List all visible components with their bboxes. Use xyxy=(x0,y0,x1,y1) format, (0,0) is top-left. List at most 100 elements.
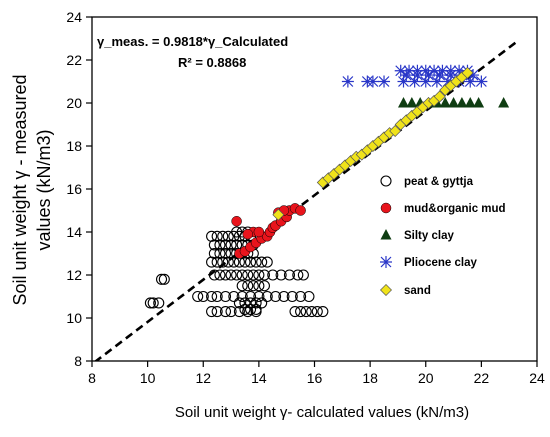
data-point xyxy=(236,290,248,303)
legend-label: Silty clay xyxy=(404,230,454,242)
data-point xyxy=(239,303,251,315)
data-point xyxy=(206,305,218,318)
data-point xyxy=(236,269,248,281)
data-point xyxy=(378,75,391,88)
data-point xyxy=(300,305,312,318)
data-point xyxy=(419,64,432,77)
data-point xyxy=(394,64,407,77)
x-tick-label: 8 xyxy=(88,370,96,386)
data-point xyxy=(197,290,209,303)
data-point xyxy=(453,64,466,77)
series-3 xyxy=(341,64,488,88)
y-tick-label: 14 xyxy=(66,224,82,240)
data-point xyxy=(244,297,257,309)
data-point xyxy=(247,280,259,292)
y-axis-title-line1: Soil unit weight γ - measured xyxy=(10,74,30,305)
data-point xyxy=(253,280,265,292)
data-point xyxy=(214,269,226,281)
data-point xyxy=(211,305,223,318)
data-point xyxy=(219,305,232,318)
legend-label: sand xyxy=(404,285,431,297)
y-tick-label: 22 xyxy=(66,52,82,68)
series-1 xyxy=(231,203,306,259)
y-tick-label: 16 xyxy=(66,181,82,197)
data-point xyxy=(231,216,242,227)
y-tick-label: 8 xyxy=(74,353,82,369)
legend-label: Pliocene clay xyxy=(404,257,477,269)
data-point xyxy=(244,303,257,315)
y-tick-label: 20 xyxy=(66,95,82,111)
data-point xyxy=(444,64,457,77)
data-point xyxy=(247,269,259,281)
data-point xyxy=(467,69,480,82)
data-point xyxy=(275,269,287,281)
data-point xyxy=(283,269,296,281)
data-point xyxy=(303,290,315,303)
data-point xyxy=(155,273,168,285)
data-point xyxy=(219,247,232,260)
data-point xyxy=(267,269,279,281)
legend-marker xyxy=(380,229,392,240)
data-point xyxy=(239,297,251,309)
data-point xyxy=(206,230,218,242)
data-point xyxy=(448,97,460,108)
legend-marker xyxy=(380,256,392,268)
data-point xyxy=(253,290,265,303)
data-point xyxy=(206,290,218,303)
data-point xyxy=(366,75,379,88)
x-tick-label: 24 xyxy=(529,370,545,386)
data-point xyxy=(272,208,285,221)
data-point xyxy=(389,124,402,137)
y-tick-label: 24 xyxy=(66,9,82,25)
data-point xyxy=(231,269,243,281)
legend-marker xyxy=(380,202,392,214)
data-point xyxy=(411,64,424,77)
data-point xyxy=(461,66,474,79)
data-point xyxy=(398,97,409,108)
legend-marker xyxy=(380,175,392,187)
data-point xyxy=(278,290,290,303)
data-point xyxy=(242,228,253,240)
data-point xyxy=(147,297,159,309)
equation-text: γ_meas. = 0.9818*γ_Calculated xyxy=(97,34,288,49)
data-point xyxy=(253,226,265,238)
data-point xyxy=(295,205,306,216)
data-point xyxy=(430,75,443,88)
y-axis-title-line2: values (kN/m3) xyxy=(34,129,54,250)
data-point xyxy=(270,290,282,303)
data-point xyxy=(464,75,477,88)
regression-line xyxy=(93,40,519,361)
data-point xyxy=(475,75,488,88)
x-tick-label: 20 xyxy=(418,370,434,386)
data-point xyxy=(419,75,432,88)
data-point xyxy=(436,64,449,77)
data-point xyxy=(258,269,270,281)
data-point xyxy=(244,290,257,303)
data-point xyxy=(261,256,273,268)
data-point xyxy=(208,247,220,260)
data-point xyxy=(256,297,268,309)
data-point xyxy=(311,305,323,318)
data-point xyxy=(250,303,262,315)
data-point xyxy=(153,297,165,309)
data-point xyxy=(464,97,476,108)
x-tick-label: 18 xyxy=(362,370,378,386)
x-tick-label: 12 xyxy=(195,370,211,386)
x-tick-label: 10 xyxy=(140,370,156,386)
data-point xyxy=(225,305,237,318)
data-point xyxy=(219,269,232,281)
data-point xyxy=(217,230,229,242)
data-point xyxy=(406,97,418,108)
legend-marker xyxy=(380,284,392,296)
legend: peat & gyttja mud&organic mud Silty clay Pl… xyxy=(380,175,506,297)
legend-label: peat & gyttja xyxy=(404,176,474,188)
data-point xyxy=(295,290,307,303)
data-point xyxy=(400,69,413,82)
data-point xyxy=(456,97,468,108)
data-point xyxy=(295,305,307,318)
data-point xyxy=(231,226,243,238)
data-point xyxy=(214,247,226,260)
data-point xyxy=(297,269,309,281)
data-point xyxy=(341,75,354,88)
series-4 xyxy=(272,66,474,221)
